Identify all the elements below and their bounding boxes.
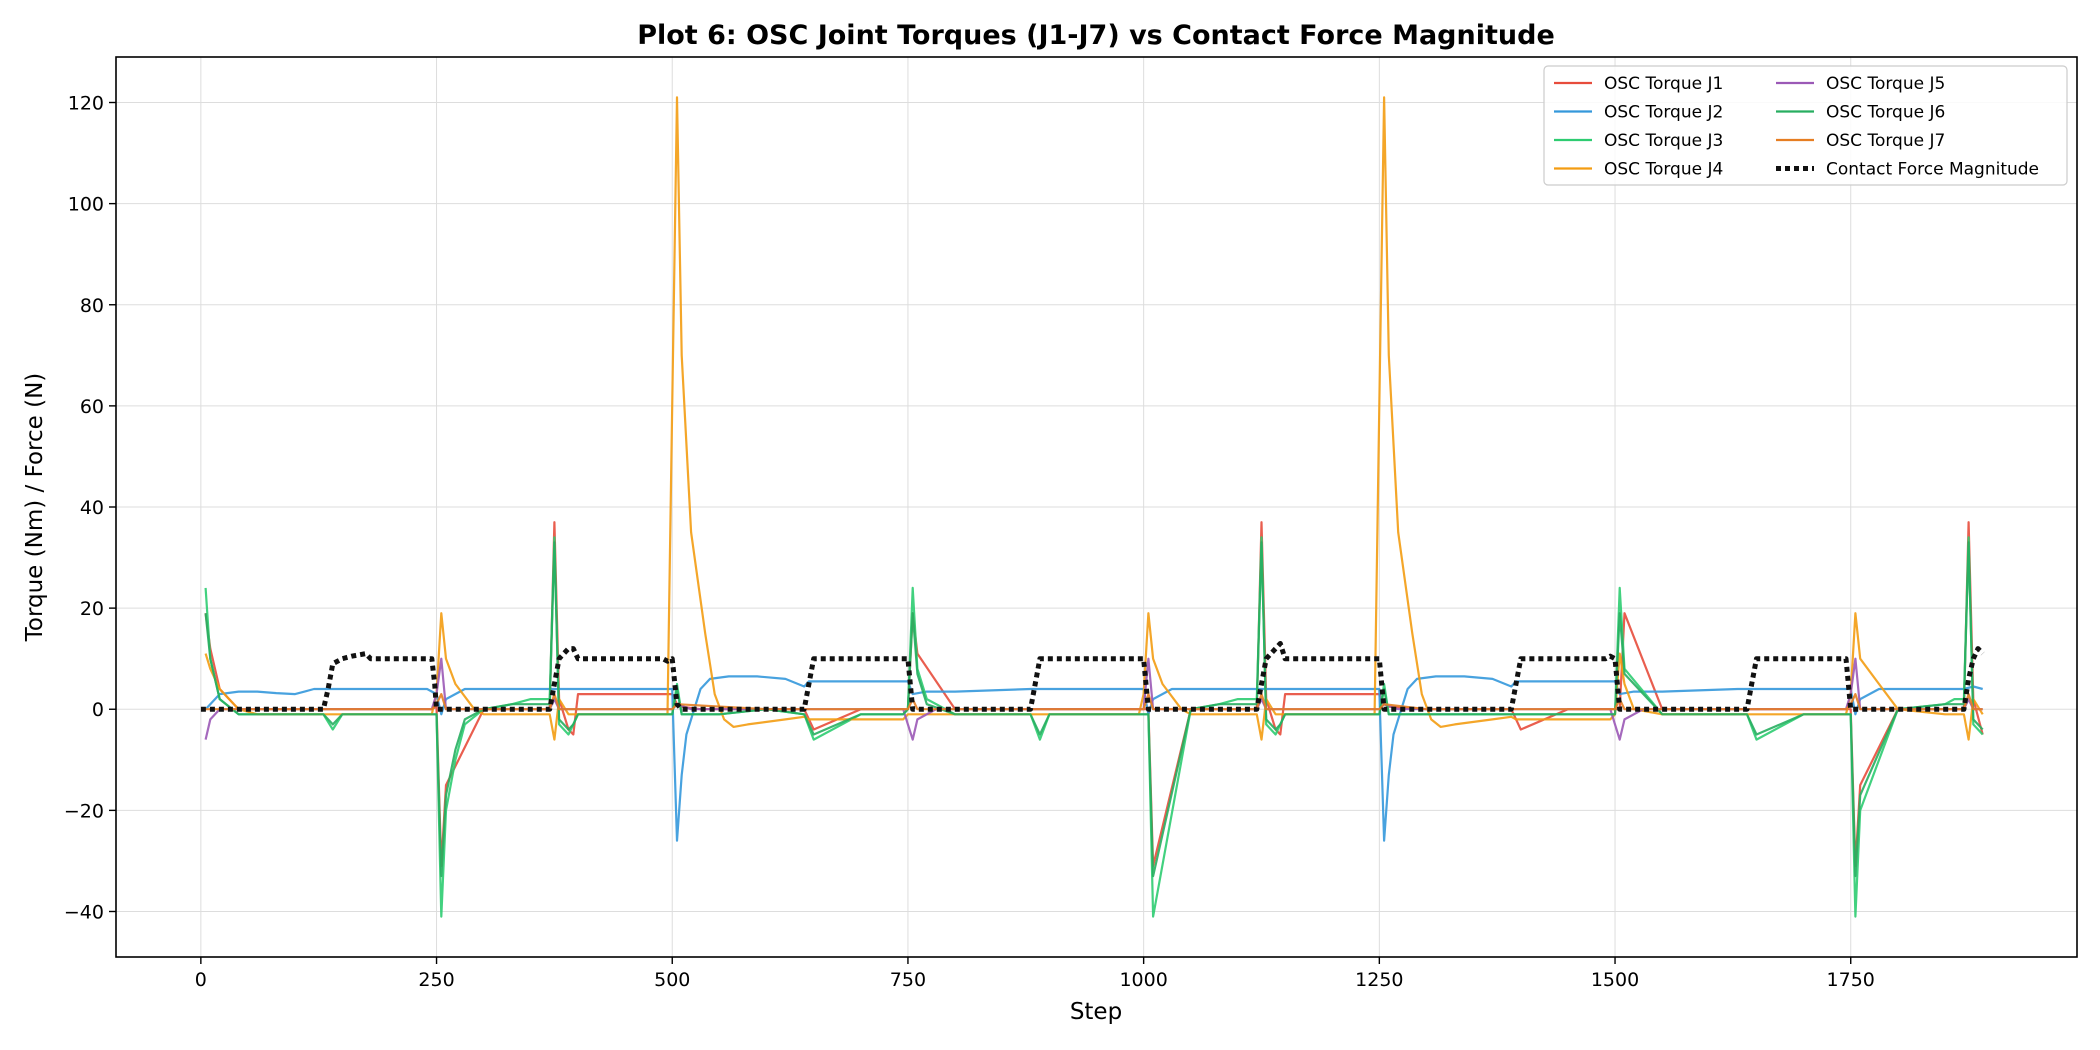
y-tick-label: −40 [64,901,104,923]
legend-label: OSC Torque J3 [1604,131,1723,151]
series-line-8 [200,641,1985,712]
series-lines [200,96,1985,918]
y-tick-label: 100 [68,194,104,216]
series-line-2 [204,675,1983,842]
x-tick-label: 1500 [1591,969,1639,991]
y-axis: −40 −20 0 20 40 60 80 100 120 [64,93,116,923]
x-tick-label: 1250 [1355,969,1403,991]
legend-label: OSC Torque J7 [1826,131,1945,151]
series-line-6 [204,541,1984,878]
legend-label: OSC Torque J4 [1604,160,1723,180]
chart-title: Plot 6: OSC Joint Torques (J1-J7) vs Con… [637,20,1555,51]
x-axis: 0 250 500 750 1000 1250 1500 1750 [195,957,1875,991]
y-tick-label: 80 [80,295,104,317]
legend-label: OSC Torque J2 [1604,103,1723,123]
y-tick-label: −20 [64,800,104,822]
x-tick-label: 1000 [1119,969,1167,991]
legend-label: OSC Torque J1 [1604,74,1723,94]
x-tick-label: 750 [890,969,926,991]
legend-box [1543,65,2068,186]
y-axis-label: Torque (Nm) / Force (N) [22,373,48,643]
y-tick-label: 120 [68,93,104,115]
y-tick-label: 20 [80,598,104,620]
legend-label: OSC Torque J5 [1826,74,1945,94]
legend-label: Contact Force Magnitude [1826,160,2039,180]
y-tick-label: 60 [80,396,104,418]
x-tick-label: 250 [418,969,454,991]
x-axis-label: Step [1070,999,1122,1025]
y-tick-label: 40 [80,497,104,519]
x-tick-label: 0 [195,969,207,991]
legend-label: OSC Torque J6 [1826,103,1945,123]
x-tick-label: 500 [654,969,690,991]
x-tick-label: 1750 [1827,969,1875,991]
legend: OSC Torque J1 OSC Torque J2 OSC Torque J3 O… [1543,65,2068,186]
y-tick-label: 0 [92,699,104,721]
